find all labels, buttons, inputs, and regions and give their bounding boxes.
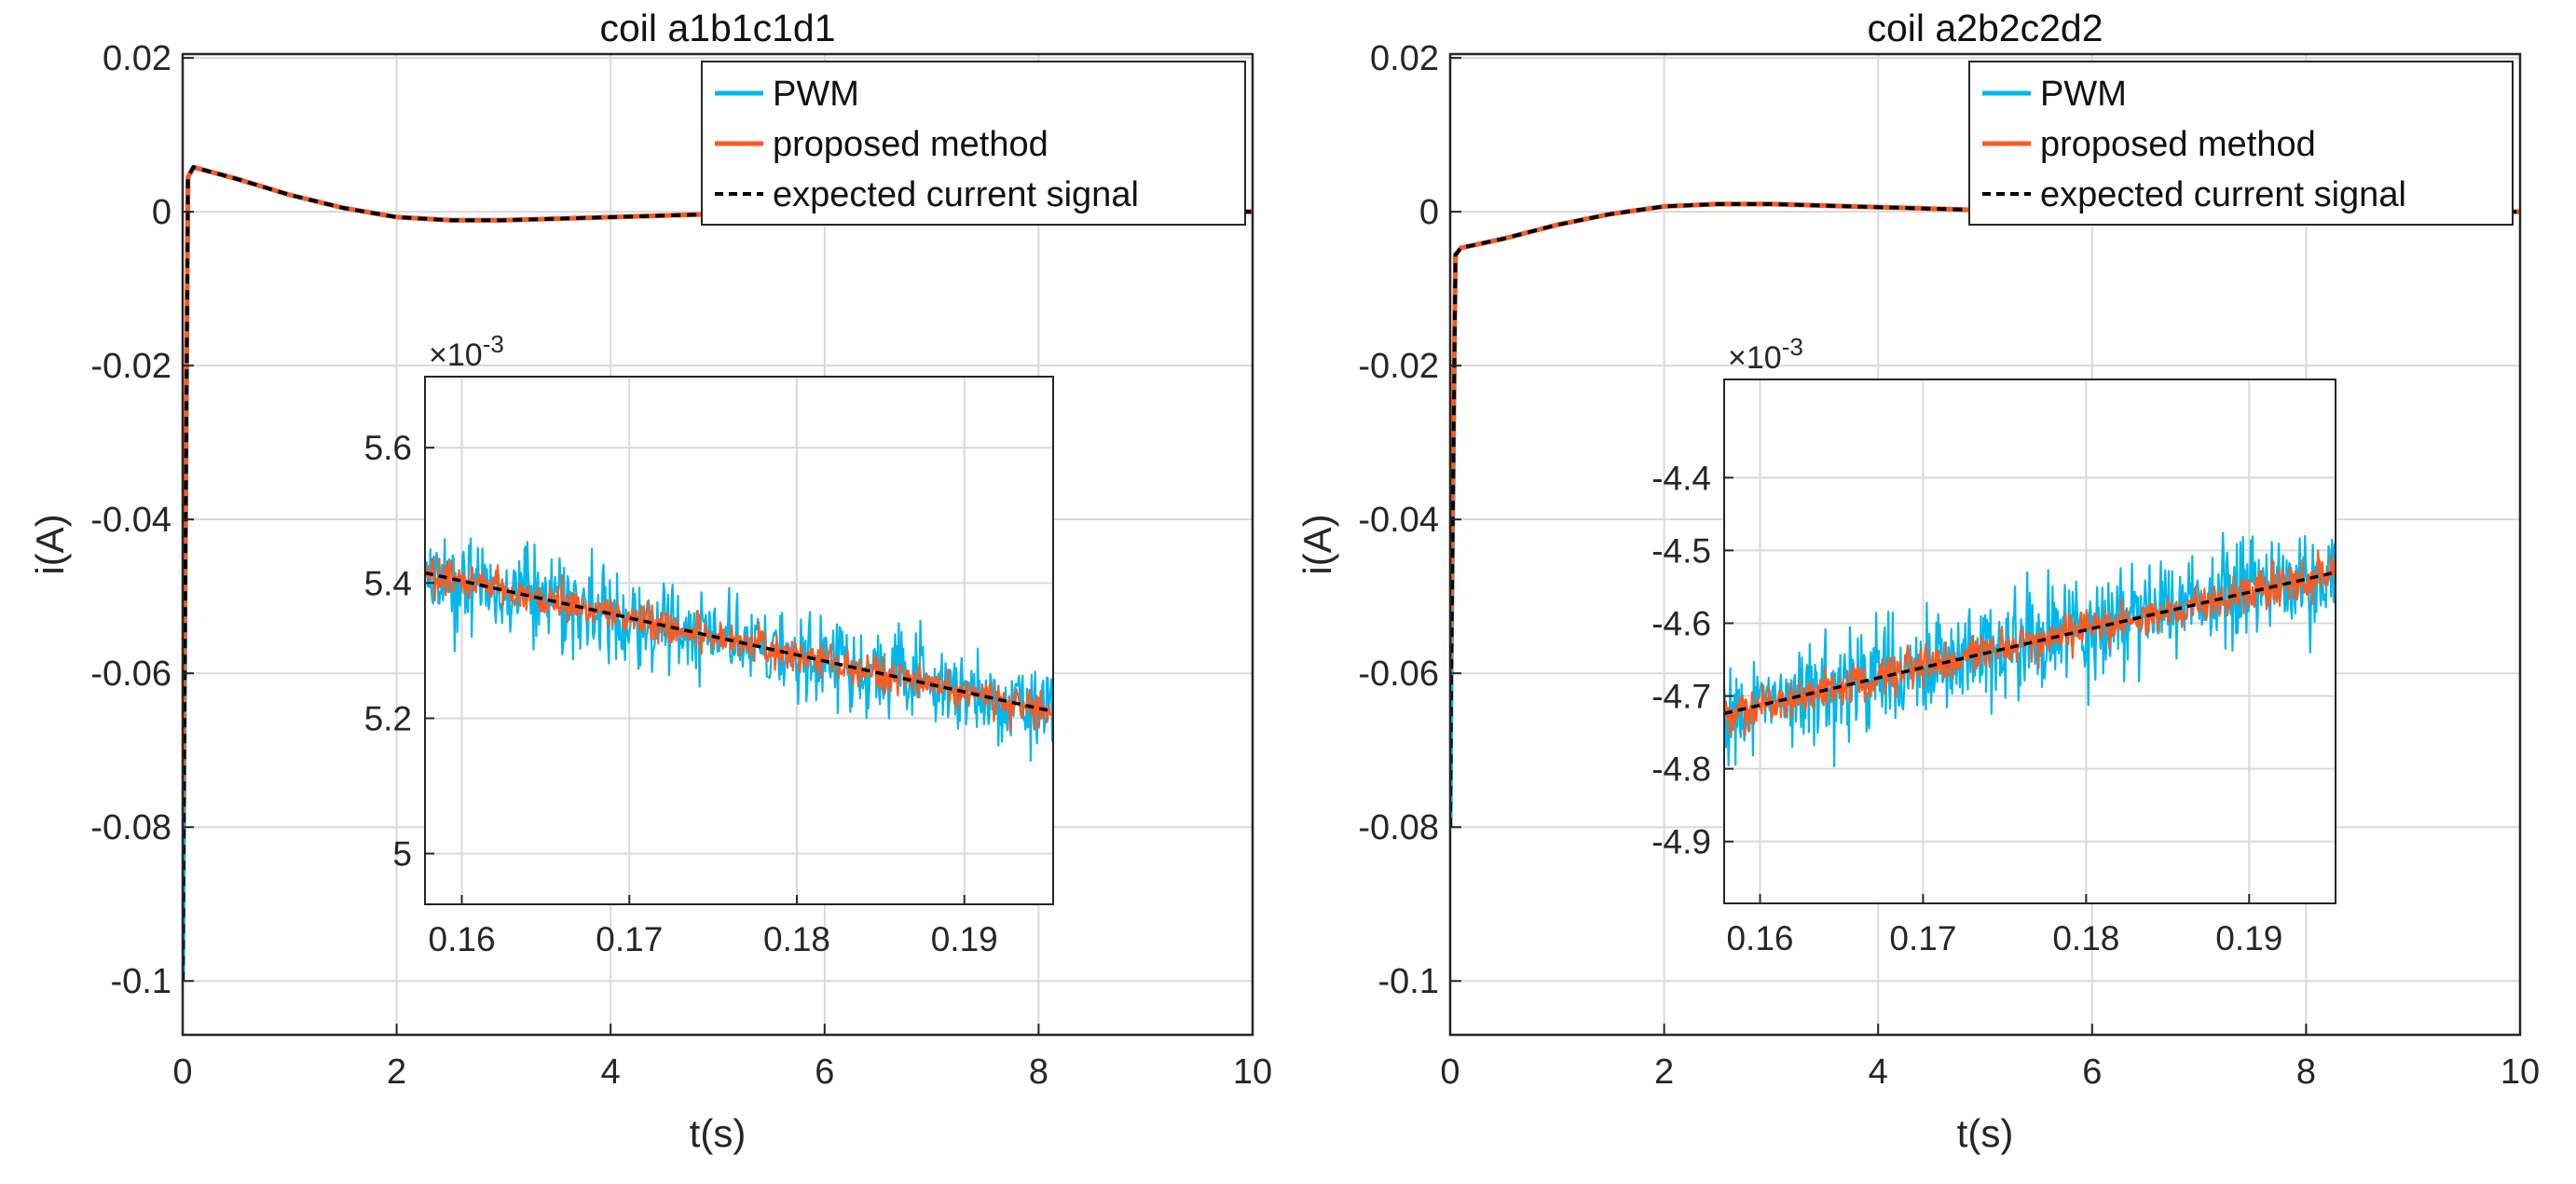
x-tick-label: 10 <box>1233 1053 1272 1092</box>
chart-title: coil a1b1c1d1 <box>599 7 835 49</box>
inset-x-tick-label: 0.16 <box>1726 919 1793 957</box>
inset-multiplier-label: ×10-3 <box>429 330 504 373</box>
x-tick-label: 2 <box>387 1053 406 1092</box>
inset-y-tick-label: 5.4 <box>364 564 412 602</box>
x-tick-label: 8 <box>1029 1053 1048 1092</box>
y-tick-label: 0.02 <box>103 39 171 78</box>
inset-x-tick-label: 0.19 <box>2215 919 2282 957</box>
inset-x-tick-label: 0.19 <box>931 920 998 958</box>
x-axis-label: t(s) <box>690 1111 747 1155</box>
legend-box <box>701 61 1246 226</box>
chart-title: coil a2b2c2d2 <box>1867 7 2103 49</box>
x-tick-label: 6 <box>815 1053 834 1092</box>
inset-y-tick-label: -4.4 <box>1651 459 1711 497</box>
legend-box <box>1968 61 2514 226</box>
inset-multiplier-exponent: -3 <box>1782 333 1803 361</box>
x-tick-label: 6 <box>2082 1053 2102 1092</box>
axes-frame <box>1448 52 2522 1037</box>
x-tick-label: 2 <box>1654 1053 1674 1092</box>
inset-y-tick-label: 5.2 <box>364 699 412 737</box>
y-tick-label: -0.06 <box>90 654 171 694</box>
panel-coil-2: 0 2 4 6 8 10 0.02 0 -0.02 -0.04 -0.06 -0.08 -0.1 coil… <box>1295 7 2540 1155</box>
y-tick-label: -0.06 <box>1358 654 1439 694</box>
inset-y-tick-label: -4.9 <box>1651 823 1711 861</box>
inset-frame <box>1723 379 2336 904</box>
y-tick-label: -0.08 <box>90 808 171 847</box>
y-tick-label: 0 <box>1419 193 1439 232</box>
zoom-inset: 0.16 0.17 0.18 0.19 5.6 5.4 5.2 5 ×10-3 <box>364 330 1054 958</box>
inset-y-tick-label: 5.6 <box>364 429 412 467</box>
x-tick-label: 0 <box>172 1053 192 1092</box>
inset-series-group <box>1724 531 2336 768</box>
x-tick-label: 10 <box>2501 1053 2540 1092</box>
inset-y-tick-label: -4.6 <box>1651 604 1711 642</box>
x-axis-label: t(s) <box>1957 1111 2014 1155</box>
y-axis-label: i(A) <box>28 514 72 574</box>
inset-x-tick-label: 0.18 <box>763 920 830 958</box>
legend-label-2: expected current signal <box>773 175 1139 214</box>
inset-x-tick-label: 0.16 <box>429 920 496 958</box>
inset-x-tick-label: 0.17 <box>596 920 663 958</box>
inset-frame <box>424 376 1054 905</box>
y-tick-label: -0.02 <box>90 347 171 386</box>
inset-x-tick-label: 0.18 <box>2052 919 2119 957</box>
y-tick-label: -0.04 <box>1358 501 1439 540</box>
inset-expected-line <box>425 571 1053 713</box>
inset-multiplier-exponent: -3 <box>483 330 504 358</box>
x-tick-label: 8 <box>2296 1053 2316 1092</box>
inset-y-tick-label: -4.8 <box>1651 750 1711 789</box>
y-tick-label: 0.02 <box>1370 39 1439 78</box>
legend-label-1: proposed method <box>2040 125 2316 164</box>
legend-label-0: PWM <box>773 75 859 114</box>
inset-series-group <box>425 537 1053 763</box>
y-tick-label: -0.08 <box>1358 808 1439 847</box>
y-tick-label: -0.02 <box>1358 347 1439 386</box>
inset-expected-line <box>1724 571 2336 715</box>
x-tick-label: 4 <box>1869 1053 1888 1092</box>
legend-label-1: proposed method <box>773 125 1048 164</box>
axes-frame <box>181 52 1254 1037</box>
legend-label-0: PWM <box>2040 75 2127 114</box>
inset-multiplier-base: ×10 <box>1728 340 1782 376</box>
y-tick-label: -0.1 <box>111 962 171 1001</box>
y-tick-label: -0.04 <box>90 501 171 540</box>
y-tick-label: -0.1 <box>1378 962 1439 1001</box>
y-tick-label: 0 <box>152 193 171 232</box>
inset-y-tick-label: 5 <box>392 835 412 874</box>
x-tick-label: 0 <box>1440 1053 1459 1092</box>
y-axis-label: i(A) <box>1295 514 1339 574</box>
inset-y-tick-label: -4.5 <box>1651 531 1711 570</box>
x-tick-label: 4 <box>601 1053 621 1092</box>
legend-label-2: expected current signal <box>2040 175 2406 214</box>
inset-x-tick-label: 0.17 <box>1889 919 1956 957</box>
series-line-expected-current-signal <box>183 165 1253 982</box>
zoom-inset: 0.16 0.17 0.18 0.19 -4.4 -4.5 -4.6 -4.7 -4.8 -4.9… <box>1651 333 2336 957</box>
inset-proposed-trace <box>1724 549 2336 737</box>
inset-y-tick-label: -4.7 <box>1651 678 1711 716</box>
series-line-expected-current-signal <box>1450 201 2520 828</box>
inset-multiplier-label: ×10-3 <box>1728 333 1803 376</box>
inset-multiplier-base: ×10 <box>429 337 483 373</box>
inset-proposed-trace <box>425 557 1053 733</box>
panel-coil-1: 0 2 4 6 8 10 0.02 0 -0.02 -0.04 -0.06 -0.08 -0.1 coil… <box>28 7 1272 1155</box>
